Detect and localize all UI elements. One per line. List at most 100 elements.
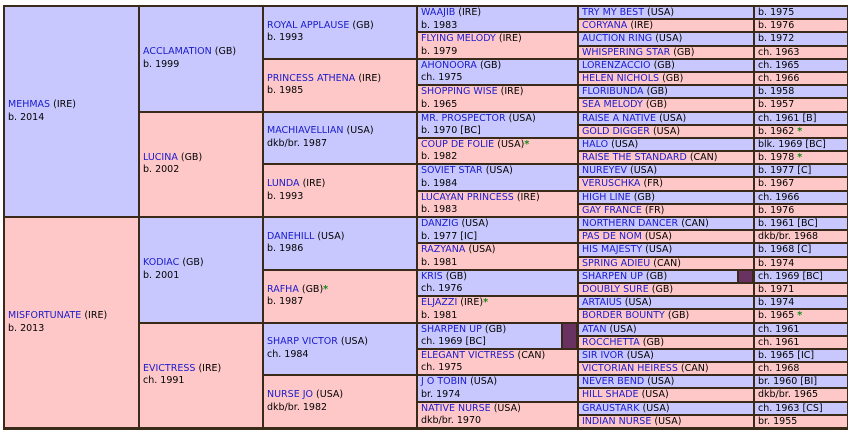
foal-info: ch. 1976 — [421, 283, 463, 295]
horse-name[interactable]: NURSE JO — [267, 389, 313, 401]
horse-name[interactable]: ELEGANT VICTRESS — [421, 349, 515, 361]
horse-name[interactable]: CORYANA — [582, 20, 628, 32]
horse-name[interactable]: LUCAYAN PRINCESS — [421, 191, 514, 203]
foal-info: ch. 1984 — [267, 348, 309, 360]
horse-name[interactable]: KODIAC — [143, 257, 180, 269]
horse-name[interactable]: RAFHA — [267, 283, 299, 295]
horse-name[interactable]: DANEHILL — [267, 230, 315, 242]
horse-name-line: RAZYANA (USA) — [421, 244, 496, 257]
horse-name[interactable]: TRY MY BEST — [582, 7, 644, 18]
horse-name[interactable]: NORTHERN DANCER — [582, 218, 679, 229]
horse-name[interactable]: SPRING ADIEU — [582, 257, 651, 269]
horse-entry: HALO (USA) — [582, 139, 638, 150]
country-code: (USA) — [642, 402, 670, 414]
horse-name[interactable]: DANZIG — [421, 218, 459, 229]
horse-name[interactable]: AUCTION RING — [582, 33, 653, 45]
horse-name[interactable]: WHISPERING STAR — [582, 46, 671, 58]
horse-name[interactable]: SOVIET STAR — [421, 165, 483, 177]
horse-name[interactable]: GRAUSTARK — [582, 402, 640, 414]
horse-name[interactable]: COUP DE FOLIE — [421, 138, 495, 150]
horse-name[interactable]: SEA MELODY — [582, 99, 643, 111]
horse-name[interactable]: SHARP VICTOR — [267, 336, 338, 348]
country-code: (USA) — [626, 349, 654, 361]
horse-name[interactable]: FLYING MELODY — [421, 33, 496, 45]
country-code: (IRE) — [84, 310, 108, 321]
horse-entry: DANEHILL (USA) b. 1986 — [267, 231, 344, 256]
horse-info: ch. 1968 — [758, 363, 799, 374]
pedigree-cell-gen4: AHONOORA (GB) ch. 1975 — [418, 59, 577, 85]
horse-name[interactable]: LUCINA — [143, 151, 178, 163]
pedigree-cell-gen5: RAISE THE STANDARD (CAN) — [579, 152, 753, 164]
horse-name[interactable]: WAAJIB — [421, 7, 456, 18]
horse-name[interactable]: J O TOBIN — [421, 376, 468, 388]
foal-info: b. 1984 — [421, 177, 458, 189]
horse-name[interactable]: PAS DE NOM — [582, 231, 642, 243]
foal-info: b. 1986 — [267, 243, 304, 255]
horse-name[interactable]: ARTAIUS — [582, 297, 622, 309]
horse-entry: BORDER BOUNTY (GB) — [582, 310, 689, 321]
horse-name[interactable]: INDIAN NURSE — [582, 415, 652, 427]
horse-name[interactable]: ACCLAMATION — [143, 46, 212, 58]
horse-name[interactable]: FLORIBUNDA — [582, 86, 644, 98]
horse-info: b. 1976 — [758, 205, 794, 216]
horse-entry: DOUBLY SURE (GB) — [582, 284, 673, 295]
horse-name-line: MR. PROSPECTOR (USA) — [421, 113, 536, 126]
horse-name[interactable]: VERUSCHKA — [582, 178, 641, 190]
horse-name[interactable]: ROCCHETTA — [582, 336, 640, 348]
horse-name[interactable]: GOLD DIGGER — [582, 125, 650, 137]
horse-info: b. 1974 — [758, 297, 794, 308]
star-icon: * — [524, 138, 530, 150]
country-code: (IRE) — [498, 33, 522, 45]
horse-info: ch. 1963 [CS] — [758, 403, 823, 414]
pedigree-info-cell: dkb/br. 1965 — [755, 389, 847, 401]
horse-name[interactable]: HALO — [582, 138, 609, 150]
pedigree-cell-gen5: GRAUSTARK (USA) — [579, 402, 753, 414]
horse-name[interactable]: SHARPEN UP — [582, 270, 643, 282]
horse-name[interactable]: RAISE A NATIVE — [582, 112, 657, 124]
horse-name[interactable]: MEHMAS — [8, 99, 51, 110]
horse-name[interactable]: BORDER BOUNTY — [582, 310, 665, 322]
horse-entry: HIGH LINE (GB) — [582, 192, 655, 203]
horse-name[interactable]: MACHIAVELLIAN — [267, 125, 344, 137]
horse-entry: SPRING ADIEU (CAN) — [582, 258, 681, 269]
horse-info: ch. 1961 — [758, 337, 799, 348]
horse-name[interactable]: HIS MAJESTY — [582, 244, 643, 256]
horse-name[interactable]: MISFORTUNATE — [8, 310, 82, 321]
pedigree-cell-gen5: NEVER BEND (USA) — [579, 376, 753, 388]
horse-name[interactable]: LUNDA — [267, 178, 300, 190]
country-code: (USA) — [655, 33, 683, 45]
foal-info: b. 1983 — [421, 204, 458, 216]
horse-name[interactable]: NEVER BEND — [582, 376, 645, 388]
horse-name[interactable]: PRINCESS ATHENA — [267, 72, 356, 84]
horse-entry: FLYING MELODY (IRE) b. 1979 — [421, 33, 522, 57]
horse-name[interactable]: ELJAZZI — [421, 297, 458, 309]
horse-name[interactable]: RAISE THE STANDARD — [582, 152, 687, 164]
horse-name[interactable]: AHONOORA — [421, 59, 477, 71]
country-code: (USA) — [508, 112, 536, 124]
horse-name[interactable]: ROYAL APPLAUSE — [267, 19, 350, 31]
horse-name[interactable]: RAZYANA — [421, 244, 466, 256]
foal-info: b. 2001 — [143, 269, 180, 281]
horse-name[interactable]: HELEN NICHOLS — [582, 72, 660, 84]
horse-name[interactable]: ATAN — [582, 323, 607, 335]
horse-name[interactable]: NUREYEV — [582, 165, 627, 177]
horse-name[interactable]: LORENZACCIO — [582, 59, 651, 71]
horse-name[interactable]: HIGH LINE — [582, 191, 631, 203]
pedigree-info-cell: b. 1972 — [755, 33, 847, 45]
horse-entry: LUCINA (GB) b. 2002 — [143, 152, 202, 177]
horse-name[interactable]: NATIVE NURSE — [421, 402, 491, 414]
horse-name[interactable]: EVICTRESS — [143, 362, 196, 374]
horse-name[interactable]: DOUBLY SURE — [582, 283, 649, 295]
horse-name[interactable]: KRIS — [421, 270, 443, 282]
horse-name[interactable]: SIR IVOR — [582, 349, 624, 361]
horse-name[interactable]: GAY FRANCE — [582, 204, 642, 216]
country-code: (USA) — [624, 297, 652, 309]
horse-name[interactable]: SHARPEN UP — [421, 323, 482, 335]
horse-name-line: PRINCESS ATHENA (IRE) — [267, 73, 381, 86]
horse-name[interactable]: SHOPPING WISE — [421, 86, 498, 98]
country-code: (CAN) — [689, 152, 718, 164]
horse-name[interactable]: HILL SHADE — [582, 389, 639, 401]
horse-name[interactable]: MR. PROSPECTOR — [421, 112, 506, 124]
horse-name[interactable]: VICTORIAN HEIRESS — [582, 363, 678, 375]
country-code: (GB) — [182, 257, 204, 269]
